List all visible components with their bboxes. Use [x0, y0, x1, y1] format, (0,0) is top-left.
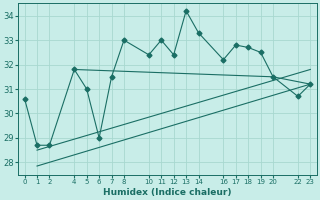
- X-axis label: Humidex (Indice chaleur): Humidex (Indice chaleur): [103, 188, 232, 197]
